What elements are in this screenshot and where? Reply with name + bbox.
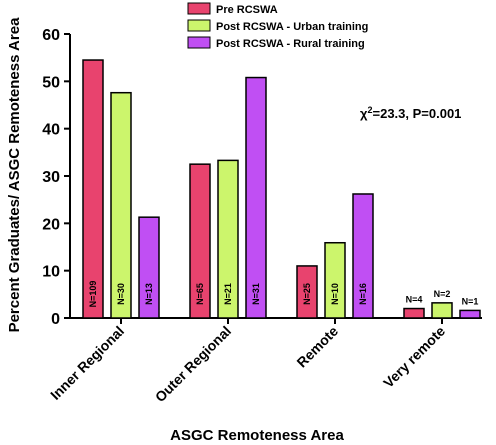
y-axis-label: Percent Graduates/ ASGC Remoteness Area — [6, 17, 23, 332]
bar — [459, 309, 481, 319]
bar — [189, 163, 211, 319]
bars: N=109 N=30 N=13 N=65 N=21 N=31 N=25 N=10 N=16 N=4… — [82, 59, 481, 319]
bar-count-label: N=65 — [195, 283, 205, 305]
y-tick-label: 10 — [42, 264, 60, 281]
bar-count-label: N=13 — [144, 283, 154, 305]
y-tick-label: 50 — [42, 74, 60, 91]
x-axis-label: ASGC Remoteness Area — [170, 427, 344, 444]
bar — [403, 307, 425, 319]
bar — [82, 59, 104, 319]
bar-count-label: N=16 — [358, 283, 368, 305]
y-axis-label-group: Percent Graduates/ ASGC Remoteness Area — [6, 17, 23, 332]
bar — [296, 265, 318, 319]
bar — [352, 193, 374, 319]
x-tick-label: Very remote — [380, 323, 448, 391]
x-tick-label: Inner Regional — [47, 323, 127, 403]
bar-count-label: N=2 — [434, 289, 451, 299]
bar-count-label: N=109 — [88, 281, 98, 308]
bar — [245, 76, 267, 319]
bar — [217, 159, 239, 319]
bar-count-label: N=4 — [406, 295, 423, 305]
x-tick-label: Outer Regional — [152, 323, 234, 405]
bar-count-label: N=30 — [116, 283, 126, 305]
bar-count-label: N=10 — [330, 283, 340, 305]
y-tick-label: 40 — [42, 122, 60, 139]
legend-swatch — [187, 36, 211, 49]
x-tick-label: Remote — [293, 323, 341, 371]
y-tick-label: 60 — [42, 27, 60, 44]
legend-label: Pre RCSWA — [216, 4, 278, 16]
legend-swatch — [187, 19, 211, 32]
legend-label: Post RCSWA - Urban training — [216, 21, 368, 33]
y-tick-label: 20 — [42, 216, 60, 233]
bar — [110, 91, 132, 319]
bar-count-label: N=25 — [302, 283, 312, 305]
bar-count-label: N=21 — [223, 283, 233, 305]
bar-count-label: N=1 — [462, 296, 479, 306]
y-tick-label: 30 — [42, 169, 60, 186]
legend: Pre RCSWA Post RCSWA - Urban training Post… — [187, 2, 368, 50]
chi-square-annotation: χ2=23.3, P=0.001 — [360, 105, 461, 121]
bar — [324, 241, 346, 319]
legend-swatch — [187, 2, 211, 15]
bar-count-label: N=31 — [251, 283, 261, 305]
legend-label: Post RCSWA - Rural training — [216, 38, 365, 50]
bar — [138, 216, 160, 319]
bar — [431, 302, 453, 319]
y-tick-label: 0 — [51, 311, 60, 328]
